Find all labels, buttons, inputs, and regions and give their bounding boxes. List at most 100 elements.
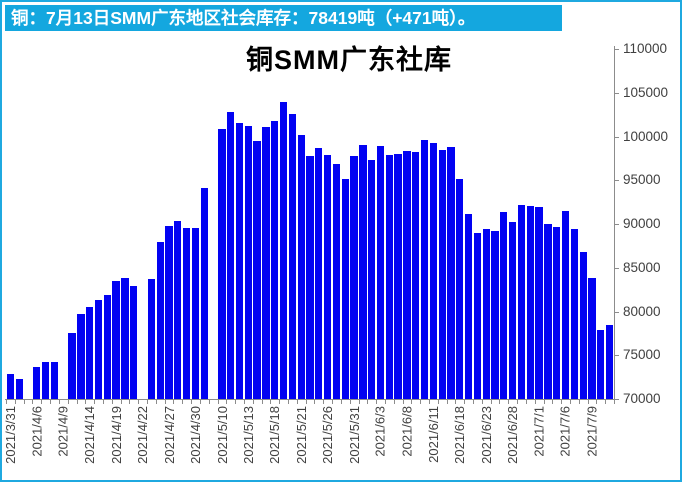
bar: [165, 225, 173, 399]
chart-title: 铜SMM广东社库: [246, 45, 452, 75]
bar: [253, 140, 261, 399]
x-tick: [464, 399, 466, 404]
x-axis-label: 2021/6/18: [452, 406, 468, 464]
bar: [544, 224, 552, 399]
x-tick: [517, 399, 519, 404]
x-axis-label: 2021/7/6: [558, 406, 573, 457]
x-tick: [6, 399, 7, 404]
bar: [227, 111, 235, 399]
bar: [191, 228, 200, 399]
bar: [174, 221, 182, 399]
x-tick: [199, 399, 201, 404]
x-tick: [252, 399, 254, 404]
x-tick: [499, 399, 501, 404]
bar: [121, 278, 129, 400]
header-banner: 铜：7月13日SMM广东地区社会库存：78419吨（+471吨）。: [5, 5, 562, 31]
x-tick: [85, 399, 87, 404]
x-tick: [111, 399, 113, 404]
x-axis-label: 2021/7/9: [584, 406, 600, 457]
x-tick: [420, 399, 422, 404]
x-tick: [437, 399, 439, 404]
bar: [376, 146, 385, 399]
x-tick: [384, 399, 386, 404]
x-tick: [614, 399, 615, 404]
x-tick: [94, 399, 96, 404]
x-tick: [305, 399, 307, 404]
bar: [262, 127, 270, 399]
bar: [491, 231, 499, 399]
x-tick: [217, 399, 219, 404]
x-tick: [164, 399, 166, 404]
bar: [588, 278, 596, 400]
x-axis-label: 2021/5/18: [267, 406, 283, 464]
bar: [341, 178, 349, 399]
x-tick: [173, 399, 175, 404]
x-tick: [332, 399, 333, 404]
x-axis-label: 2021/6/11: [425, 406, 441, 463]
bar: [561, 211, 570, 399]
x-tick: [543, 399, 545, 404]
bar: [579, 252, 587, 399]
x-tick: [14, 399, 16, 404]
y-axis-label: 70000: [623, 391, 661, 406]
x-tick: [147, 399, 148, 404]
x-tick: [102, 399, 104, 404]
x-tick: [76, 399, 78, 404]
x-tick: [481, 399, 483, 404]
bar: [368, 160, 376, 399]
y-tick: [614, 311, 619, 313]
x-tick: [58, 399, 60, 404]
x-axis-label: 2021/4/6: [29, 406, 45, 457]
x-axis-label: 2021/4/9: [55, 406, 71, 457]
x-tick: [569, 399, 571, 404]
y-axis-label: 90000: [623, 216, 661, 231]
x-axis-line: [5, 399, 615, 400]
bar: [526, 205, 534, 399]
x-tick: [349, 399, 351, 404]
x-axis-label: 2021/5/10: [214, 406, 230, 464]
x-tick: [155, 399, 157, 404]
x-tick: [270, 399, 272, 404]
x-tick: [411, 399, 413, 404]
bar: [315, 148, 323, 399]
x-tick: [138, 399, 140, 404]
bar: [130, 286, 138, 399]
x-tick: [261, 399, 263, 404]
bar: [517, 204, 526, 399]
bar: [112, 280, 120, 399]
bar: [464, 213, 473, 399]
bar: [359, 145, 367, 399]
x-axis-label: 2021/6/8: [399, 406, 415, 457]
bar: [235, 123, 244, 399]
x-axis-label: 2021/7/1: [531, 406, 547, 457]
x-tick: [358, 399, 360, 404]
bar: [94, 300, 103, 399]
x-tick: [129, 399, 131, 404]
bar: [535, 207, 543, 399]
y-tick: [614, 92, 619, 94]
x-tick: [67, 399, 69, 404]
bar: [288, 113, 297, 400]
bar: [570, 229, 578, 399]
y-tick: [614, 267, 619, 269]
bar: [420, 140, 429, 399]
x-axis-label: 2021/4/14: [82, 406, 98, 464]
bar: [86, 307, 94, 399]
y-axis-label: 100000: [623, 128, 669, 144]
x-tick: [50, 399, 52, 404]
x-axis-label: 2021/4/27: [161, 406, 177, 464]
x-axis-label: 2021/5/31: [346, 406, 362, 464]
x-tick: [208, 399, 210, 404]
bar: [77, 314, 85, 399]
x-tick: [402, 399, 404, 404]
x-tick: [508, 399, 510, 404]
y-axis-label: 80000: [623, 303, 661, 319]
bar: [447, 147, 455, 399]
bar: [332, 163, 341, 399]
bar: [50, 362, 59, 400]
x-tick: [429, 399, 430, 404]
bar: [403, 150, 411, 399]
bar: [244, 126, 252, 399]
x-tick: [605, 399, 607, 404]
